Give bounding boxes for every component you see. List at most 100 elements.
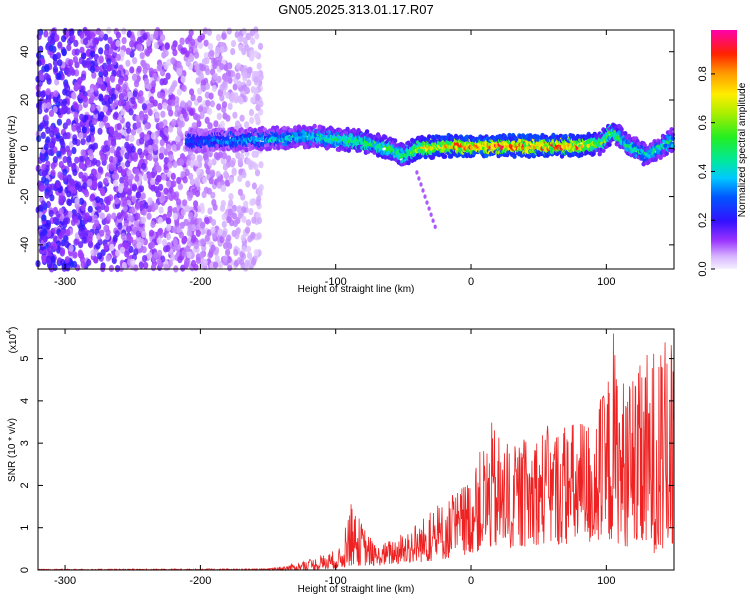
- snr-scale-label: (x104): [6, 327, 19, 354]
- spectrogram-cell: [213, 261, 219, 269]
- spectrogram-cell: [250, 37, 256, 45]
- spectrogram-cell: [92, 37, 98, 46]
- spectrogram-cell: [240, 234, 246, 242]
- spectrogram-cell: [176, 68, 182, 76]
- spectrogram-cell: [203, 39, 209, 47]
- spectrogram-cell: [98, 70, 104, 78]
- snr-x-tick-label: -200: [189, 575, 211, 587]
- spectrogram-cell: [41, 102, 47, 110]
- spectrogram-cell: [193, 159, 200, 167]
- spectrogram-cell: [61, 35, 67, 43]
- spectrogram-cell: [213, 120, 219, 128]
- spectrogram-cell: [80, 261, 86, 269]
- spectrogram-cell: [251, 258, 257, 266]
- spectrogram-cell: [189, 178, 195, 186]
- spectrogram-cell: [149, 96, 155, 104]
- spectrogram-cell: [65, 228, 71, 237]
- spectrogram-cell: [56, 118, 63, 126]
- spectrogram-cell: [132, 90, 138, 98]
- spectrogram-cell: [78, 197, 85, 205]
- spectrogram-cell: [249, 198, 255, 206]
- spectrogram-cell: [195, 229, 201, 237]
- snr-frame: [37, 328, 675, 571]
- spectrogram-cell: [155, 165, 161, 173]
- spectrogram-cell: [312, 123, 317, 129]
- spectrogram-cell: [225, 91, 231, 99]
- spectrogram-cell: [209, 100, 215, 108]
- spectrogram-cell: [147, 108, 153, 117]
- spectrogram-cell: [205, 99, 211, 107]
- spectrogram-cell: [175, 135, 181, 143]
- spectrogram-cell: [199, 202, 205, 210]
- spectrogram-cell: [219, 204, 225, 212]
- spectrogram-cell: [45, 101, 52, 110]
- snr-y-tick-label: 1: [19, 525, 31, 531]
- spectrogram-cell: [117, 222, 123, 230]
- spectrogram-cell: [141, 208, 147, 216]
- spectrogram-cell: [427, 134, 432, 140]
- spectrogram-cell: [102, 105, 108, 113]
- spectrogram-cell: [103, 94, 109, 102]
- snr-y-tick-label: 4: [19, 398, 31, 404]
- spectrogram-cell: [150, 177, 156, 186]
- spectrogram-cell: [64, 66, 70, 74]
- spectrogram-cell: [136, 65, 142, 73]
- spectrogram-cell: [122, 199, 128, 208]
- spectrogram-cell: [170, 57, 176, 65]
- spectrogram-cell: [64, 240, 70, 248]
- spectrogram-cell: [116, 212, 122, 220]
- spectrogram-cell: [251, 216, 257, 224]
- spectrogram-cell: [119, 176, 125, 184]
- spectrogram-cell: [64, 30, 70, 38]
- spectrogram-cell: [201, 84, 207, 93]
- spectrogram-cell: [215, 170, 221, 178]
- spectrogram-cell: [244, 86, 251, 95]
- spectrogram-cell: [212, 72, 218, 80]
- spectrogram-cell: [237, 174, 243, 183]
- spectrogram-cell: [231, 212, 237, 220]
- spectrogram-cell: [74, 182, 80, 191]
- spectrogram-cell: [200, 64, 206, 72]
- spectrogram-cell: [68, 244, 74, 252]
- spectrogram-cell: [429, 212, 433, 217]
- spectrogram-cell: [55, 52, 62, 60]
- spectrogram-cell: [248, 208, 254, 216]
- spectrogram-cell: [157, 102, 163, 110]
- spectrogram-cell: [44, 191, 50, 199]
- spectrogram-y-tick-label: -40: [19, 237, 31, 253]
- spectrogram-cell: [526, 154, 532, 160]
- spectrogram-cell: [116, 70, 122, 78]
- spectrogram-cell: [219, 63, 225, 71]
- spectrogram-cell: [145, 49, 151, 57]
- spectrogram-cell: [55, 181, 62, 189]
- spectrogram-cell: [115, 249, 121, 257]
- spectrogram-cell: [442, 154, 448, 159]
- spectrogram-cell: [147, 252, 153, 260]
- spectrogram-cell: [92, 180, 98, 188]
- spectrogram-cell: [193, 263, 199, 271]
- spectrogram-cell: [39, 73, 45, 82]
- spectrogram-cell: [200, 79, 206, 87]
- spectrogram-cell: [207, 43, 214, 51]
- spectrogram-cell: [54, 127, 60, 135]
- spectrogram-cell: [208, 92, 214, 100]
- spectrogram-cell: [81, 59, 87, 67]
- spectrogram-cell: [189, 88, 195, 96]
- spectrogram-cell: [191, 234, 197, 242]
- spectrogram-cell: [187, 224, 193, 232]
- spectrogram-cell: [84, 212, 90, 220]
- spectrogram-cell: [131, 239, 138, 247]
- spectrogram-cell: [38, 45, 44, 53]
- spectrogram-cell: [173, 243, 179, 251]
- spectrogram-cell: [53, 90, 59, 98]
- spectrogram-cell: [217, 89, 223, 97]
- spectrogram-cell: [92, 158, 98, 166]
- spectrogram-cell: [94, 219, 100, 227]
- spectrogram-cell: [163, 62, 169, 70]
- spectrogram-cell: [159, 139, 165, 147]
- spectrogram-cell: [186, 251, 192, 259]
- spectrogram-cell: [197, 87, 203, 95]
- spectrogram-cell: [163, 187, 169, 195]
- spectrogram-cell: [68, 66, 74, 74]
- spectrogram-x-tick-label: 100: [597, 276, 615, 288]
